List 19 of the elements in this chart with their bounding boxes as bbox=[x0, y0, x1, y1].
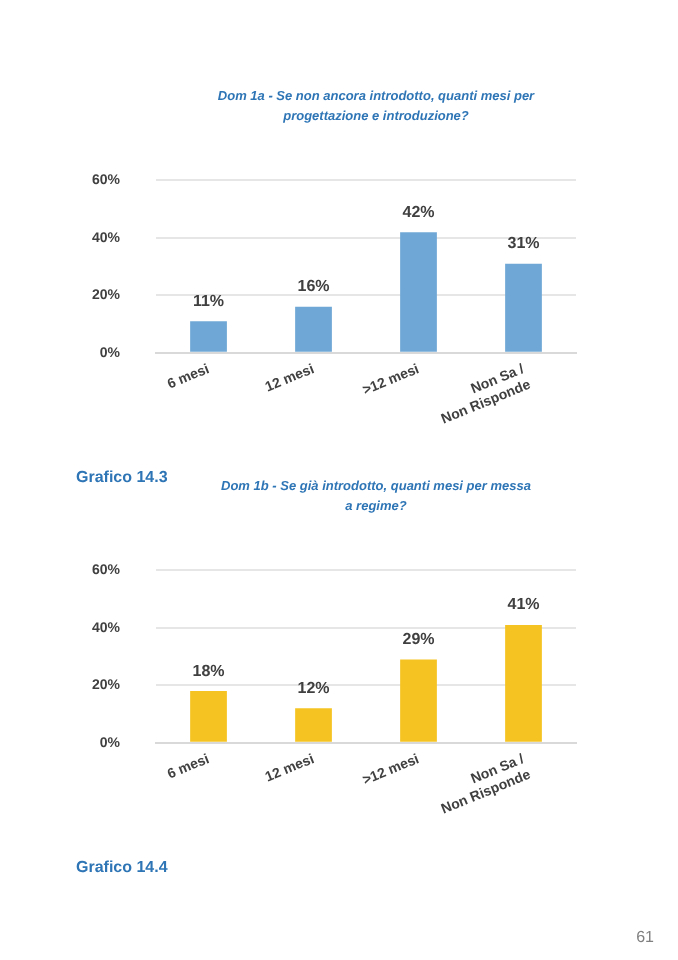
bar bbox=[400, 232, 437, 352]
bar bbox=[505, 625, 542, 742]
data-label: 31% bbox=[507, 234, 540, 253]
data-label: 42% bbox=[402, 202, 435, 221]
bar bbox=[400, 659, 437, 742]
data-label: 41% bbox=[507, 595, 540, 614]
data-label: 11% bbox=[192, 291, 225, 310]
bar bbox=[295, 306, 332, 352]
text: 61 bbox=[636, 928, 654, 946]
data-label: 29% bbox=[402, 629, 435, 648]
bar bbox=[295, 708, 332, 742]
data-label: 16% bbox=[297, 277, 330, 296]
text: Grafico 14.3 bbox=[76, 468, 168, 486]
data-label: 12% bbox=[297, 678, 330, 697]
data-label: 18% bbox=[192, 661, 225, 680]
bar bbox=[190, 321, 227, 352]
text: Grafico 14.4 bbox=[76, 858, 170, 876]
bar bbox=[505, 263, 542, 352]
bar bbox=[190, 691, 227, 742]
